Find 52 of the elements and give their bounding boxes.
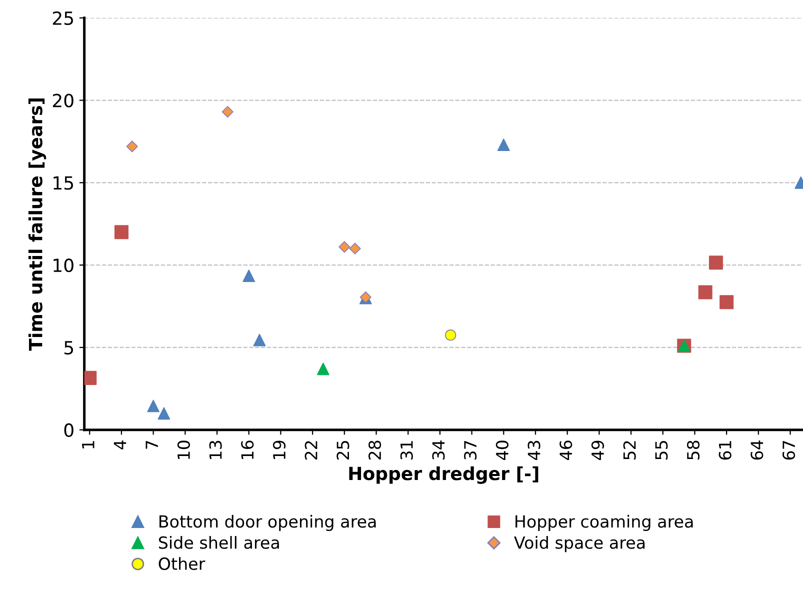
legend-label: Side shell area xyxy=(158,536,279,549)
point xyxy=(222,106,234,118)
x-axis-title: Hopper dredger [-] xyxy=(349,466,538,484)
x-tick-label: 7 xyxy=(146,440,158,449)
point xyxy=(338,241,350,253)
x-tick-label: 10 xyxy=(177,440,190,459)
x-tick-label: 37 xyxy=(464,440,477,460)
x-tick-label: 16 xyxy=(241,440,254,459)
point xyxy=(698,285,712,300)
x-tick-label: 19 xyxy=(272,440,286,459)
x-tick-label: 34 xyxy=(432,440,445,460)
x-tick-label: 25 xyxy=(336,441,350,460)
x-tick-label: 43 xyxy=(528,440,540,460)
x-tick-label: 49 xyxy=(591,440,604,460)
y-tick-label: 5 xyxy=(64,341,74,355)
x-tick-label: 13 xyxy=(209,440,222,459)
x-tick-label: 28 xyxy=(368,440,382,460)
point xyxy=(158,407,170,420)
y-tick-label: 10 xyxy=(54,258,74,272)
point xyxy=(84,370,97,385)
point xyxy=(720,295,734,310)
x-tick-label: 4 xyxy=(114,440,126,450)
x-tick-label: 31 xyxy=(400,441,413,460)
point xyxy=(147,400,160,412)
x-tick-label: 52 xyxy=(623,441,636,460)
y-tick-label: 0 xyxy=(64,423,74,437)
y-tick-label: 20 xyxy=(52,94,74,108)
x-tick-label: 55 xyxy=(655,441,668,460)
point xyxy=(316,362,330,376)
x-tick-label: 1 xyxy=(82,441,94,448)
x-tick-label: 64 xyxy=(750,440,764,460)
point xyxy=(114,225,128,240)
y-axis-title: Time until failure [years] xyxy=(28,98,46,351)
x-tick-label: 40 xyxy=(496,440,508,460)
point xyxy=(497,138,510,152)
point xyxy=(253,334,266,346)
y-tick-label: 15 xyxy=(54,176,74,190)
legend-label: Other xyxy=(158,557,206,570)
x-tick-label: 22 xyxy=(304,441,318,460)
x-tick-label: 46 xyxy=(560,440,572,460)
legend-label: Void space area xyxy=(514,536,645,552)
point xyxy=(126,140,138,152)
y-tick-label: 25 xyxy=(52,11,74,26)
legend-label: Hopper coaming area xyxy=(516,514,693,531)
legend-label: Bottom door opening area xyxy=(160,514,376,531)
x-tick-label: 58 xyxy=(686,440,700,460)
x-tick-label: 61 xyxy=(718,441,732,460)
x-tick-label: 67 xyxy=(782,440,796,460)
point xyxy=(242,270,256,282)
point xyxy=(349,242,361,254)
point xyxy=(444,330,456,341)
point xyxy=(708,256,723,270)
